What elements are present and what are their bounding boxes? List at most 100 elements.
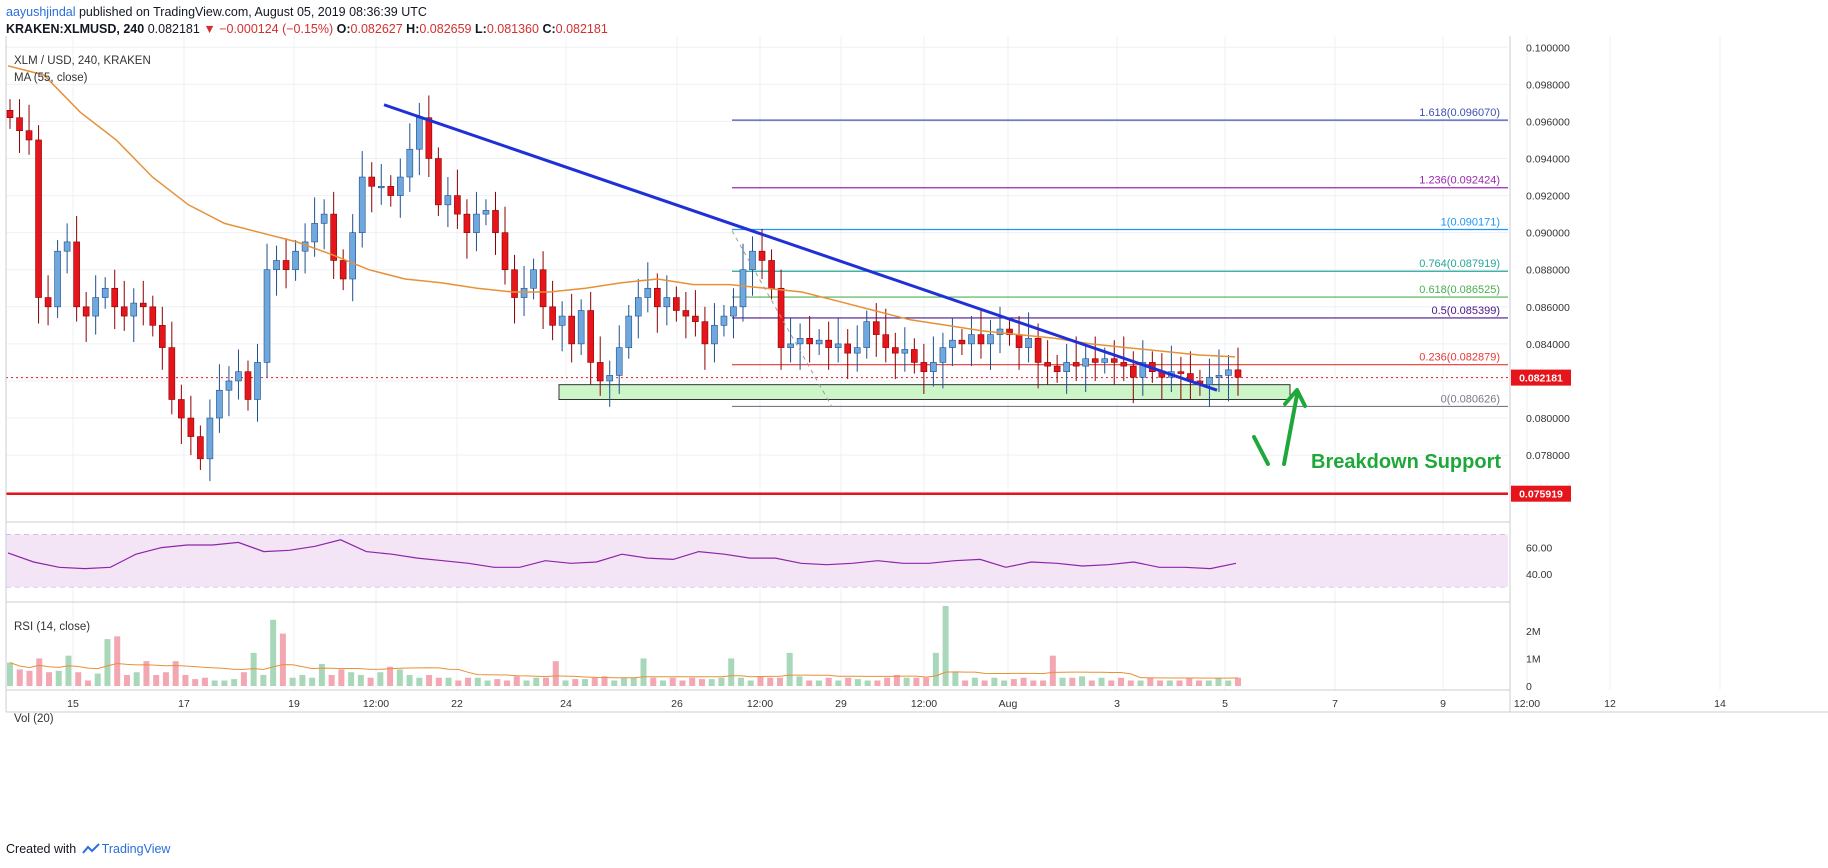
volume-bar [601, 676, 608, 686]
candle-body [1015, 334, 1023, 348]
rsi-tick-label: 40.00 [1526, 569, 1552, 581]
candle-body [358, 176, 366, 233]
volume-bar [65, 655, 72, 686]
volume-bar [669, 677, 676, 686]
candle-body [1025, 338, 1032, 348]
volume-bar [1137, 680, 1144, 686]
candle-body [1072, 362, 1080, 367]
volume-bar [942, 606, 949, 686]
volume-bar [1098, 677, 1105, 686]
up-arrow-icon [1283, 388, 1307, 408]
candle-body [720, 315, 728, 326]
candle-body [558, 315, 566, 326]
candle-body [320, 213, 328, 224]
volume-bar [162, 672, 169, 686]
y-tick-label: 0.090000 [1526, 228, 1570, 240]
volume-bar [123, 674, 130, 686]
candle-body [806, 338, 813, 345]
candle-body [263, 269, 271, 363]
volume-bar [328, 674, 335, 686]
candle-body [539, 269, 547, 308]
volume-bar [75, 672, 82, 686]
volume-bar [435, 677, 442, 686]
candle-body [692, 315, 699, 322]
chart-header: aayushjindal published on TradingView.co… [6, 4, 1406, 38]
volume-bar [1127, 680, 1134, 686]
volume-bar [806, 680, 813, 686]
volume-bar [494, 679, 501, 686]
ma-line [7, 65, 1236, 358]
volume-bar [1215, 677, 1222, 686]
y-tick-label: 0.086000 [1526, 302, 1570, 314]
volume-bar [250, 652, 257, 686]
volume-bar [1118, 677, 1125, 686]
volume-bar [1049, 655, 1056, 686]
volume-bar [221, 680, 228, 686]
volume-bar [1186, 677, 1193, 686]
candle-body [178, 399, 185, 419]
fib-level-label: 0.618(0.086525) [1419, 284, 1500, 296]
x-tick-label: 14 [1714, 698, 1726, 710]
x-tick-label: 17 [178, 698, 190, 710]
volume-bar [143, 661, 150, 686]
volume-bar [611, 680, 618, 686]
candle-body [492, 210, 499, 233]
candle-body [749, 250, 756, 271]
candle-body [1129, 365, 1137, 378]
publish-info: published on TradingView.com, August 05,… [75, 5, 427, 19]
candle-body [834, 343, 842, 348]
candle-body [111, 287, 119, 308]
volume-bar [913, 677, 920, 686]
candle-body [16, 117, 23, 131]
volume-bar [903, 677, 910, 686]
volume-bar [1010, 679, 1017, 686]
volume-bar [201, 677, 208, 686]
volume-bar [728, 658, 735, 686]
candle-body [377, 186, 385, 189]
volume-bar [621, 677, 627, 686]
symbol-label: KRAKEN:XLMUSD, 240 [6, 22, 145, 36]
volume-bar [767, 677, 774, 686]
volume-bar [1196, 680, 1203, 686]
volume-bar [45, 672, 52, 686]
candle-body [273, 260, 280, 271]
candle-body [292, 250, 299, 271]
candle-body [958, 339, 966, 345]
volume-bar [7, 662, 13, 686]
volume-bar [884, 677, 891, 686]
volume-tick-label: 1M [1526, 653, 1541, 665]
candle-body [1053, 365, 1061, 372]
tradingview-link[interactable]: TradingView [101, 842, 171, 856]
candle-body [682, 310, 690, 317]
volume-bar [650, 677, 657, 686]
low-value: 0.081360 [486, 22, 539, 36]
candle-body [396, 176, 404, 196]
volume-bar [513, 676, 520, 686]
x-tick-label: 5 [1222, 698, 1228, 710]
x-tick-label: 24 [560, 698, 572, 710]
author-link[interactable]: aayushjindal [6, 5, 76, 19]
y-tick-label: 0.080000 [1526, 413, 1570, 425]
fib-level-label: 0.236(0.082879) [1419, 352, 1500, 364]
candle-body [473, 213, 480, 233]
volume-bar [757, 676, 764, 686]
candle-body [977, 334, 985, 345]
candle-body [968, 334, 975, 345]
candle-body [444, 195, 452, 206]
candle-body [130, 302, 138, 317]
candle-body [168, 347, 176, 400]
candle-body [606, 375, 614, 382]
volume-bar [309, 677, 316, 686]
candle-body [339, 260, 347, 280]
volume-bar [416, 677, 423, 686]
price-change: −0.000124 (−0.15%) [219, 22, 334, 36]
volume-bar [1235, 677, 1241, 686]
open-label: O: [336, 22, 351, 36]
candle-body [63, 241, 71, 252]
volume-bar [192, 679, 199, 686]
support-price-tag: 0.075919 [1519, 489, 1563, 501]
volume-bar [572, 679, 579, 686]
tradingview-logo-icon [81, 843, 100, 854]
candle-body [187, 417, 195, 437]
